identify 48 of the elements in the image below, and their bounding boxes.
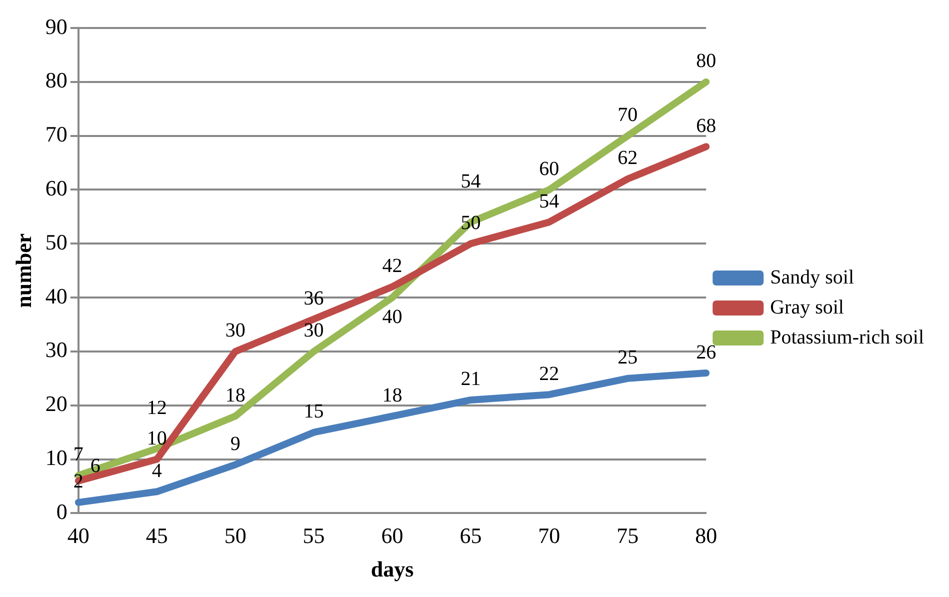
data-label: 18 <box>382 384 402 406</box>
x-tick-label: 75 <box>616 523 639 548</box>
data-label: 80 <box>696 50 716 72</box>
y-tick-label: 90 <box>45 14 68 39</box>
y-axis-title: number <box>10 233 36 308</box>
x-tick-label: 45 <box>146 523 168 548</box>
y-tick-label: 40 <box>45 283 68 308</box>
x-tick-label: 50 <box>224 523 246 548</box>
y-tick-label: 70 <box>45 122 68 147</box>
data-label: 25 <box>618 346 638 369</box>
data-label: 60 <box>539 158 560 180</box>
data-label: 18 <box>225 384 246 406</box>
data-label: 26 <box>696 341 716 364</box>
data-label: 12 <box>146 396 167 419</box>
y-tick-label: 20 <box>45 391 68 416</box>
x-tick-label: 40 <box>67 523 90 548</box>
data-label: 36 <box>304 287 324 310</box>
data-label: 4 <box>152 460 162 482</box>
x-tick-label: 55 <box>302 523 325 548</box>
data-label: 22 <box>539 362 560 385</box>
x-tick-label: 60 <box>381 523 404 548</box>
data-label: 70 <box>618 104 638 126</box>
y-tick-label: 50 <box>45 229 68 254</box>
data-label: 10 <box>146 428 167 450</box>
data-label: 40 <box>382 306 402 328</box>
data-label: 15 <box>304 400 324 423</box>
legend-label: Sandy soil <box>770 266 854 288</box>
data-label: 54 <box>539 190 560 212</box>
data-label: 54 <box>460 170 481 192</box>
y-tick-label: 0 <box>56 498 68 524</box>
legend-label: Gray soil <box>770 296 844 318</box>
y-tick-label: 30 <box>45 337 68 362</box>
data-label: 30 <box>304 320 324 342</box>
y-tick-label: 80 <box>45 68 68 93</box>
legend-label: Potassium-rich soil <box>770 326 924 348</box>
x-tick-label: 65 <box>460 523 482 548</box>
data-label: 30 <box>225 320 246 342</box>
y-tick-label: 10 <box>45 445 68 470</box>
data-label: 68 <box>696 114 716 137</box>
data-label: 7 <box>73 444 84 466</box>
x-tick-label: 80 <box>695 523 718 548</box>
x-tick-label: 70 <box>538 523 560 548</box>
data-label: 62 <box>618 147 638 170</box>
x-axis-title: days <box>370 556 414 582</box>
data-label: 42 <box>382 255 402 278</box>
data-label: 21 <box>460 368 481 390</box>
data-label: 9 <box>230 432 240 455</box>
y-tick-label: 60 <box>45 176 68 201</box>
